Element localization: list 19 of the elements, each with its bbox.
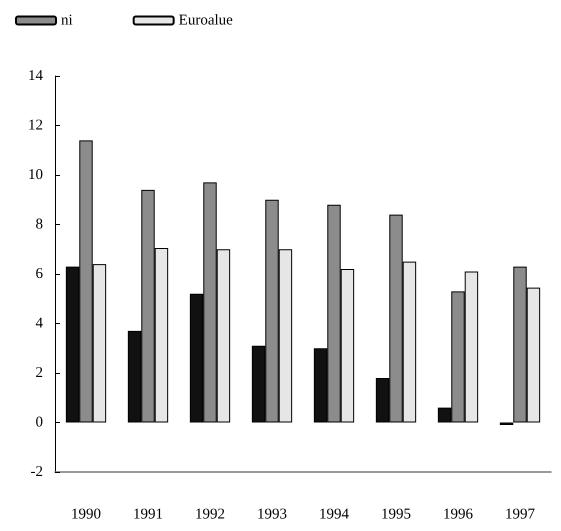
y-tick-label: 14 xyxy=(28,68,44,84)
y-tick-label: 12 xyxy=(28,118,43,134)
y-tick-label: 4 xyxy=(36,316,44,332)
x-tick-label: 1996 xyxy=(443,506,474,522)
x-tick-label: 1997 xyxy=(505,506,536,522)
x-tick-label: 1990 xyxy=(71,506,101,522)
x-tick-label: 1993 xyxy=(257,506,287,522)
x-tick-label: 1995 xyxy=(381,506,411,522)
y-tick-label: 6 xyxy=(36,266,44,282)
legend-label: Euroalue xyxy=(178,12,234,28)
y-tick-label: 10 xyxy=(28,167,43,183)
y-tick-label: 8 xyxy=(36,216,43,232)
y-tick-label: -2 xyxy=(30,464,43,480)
x-tick-label: 1992 xyxy=(195,506,225,522)
x-tick-label: 1994 xyxy=(319,506,350,522)
y-tick-label: 0 xyxy=(36,414,43,430)
x-tick-label: 1991 xyxy=(133,506,163,522)
legend-label: ni xyxy=(61,12,73,28)
y-tick-label: 2 xyxy=(36,365,43,381)
